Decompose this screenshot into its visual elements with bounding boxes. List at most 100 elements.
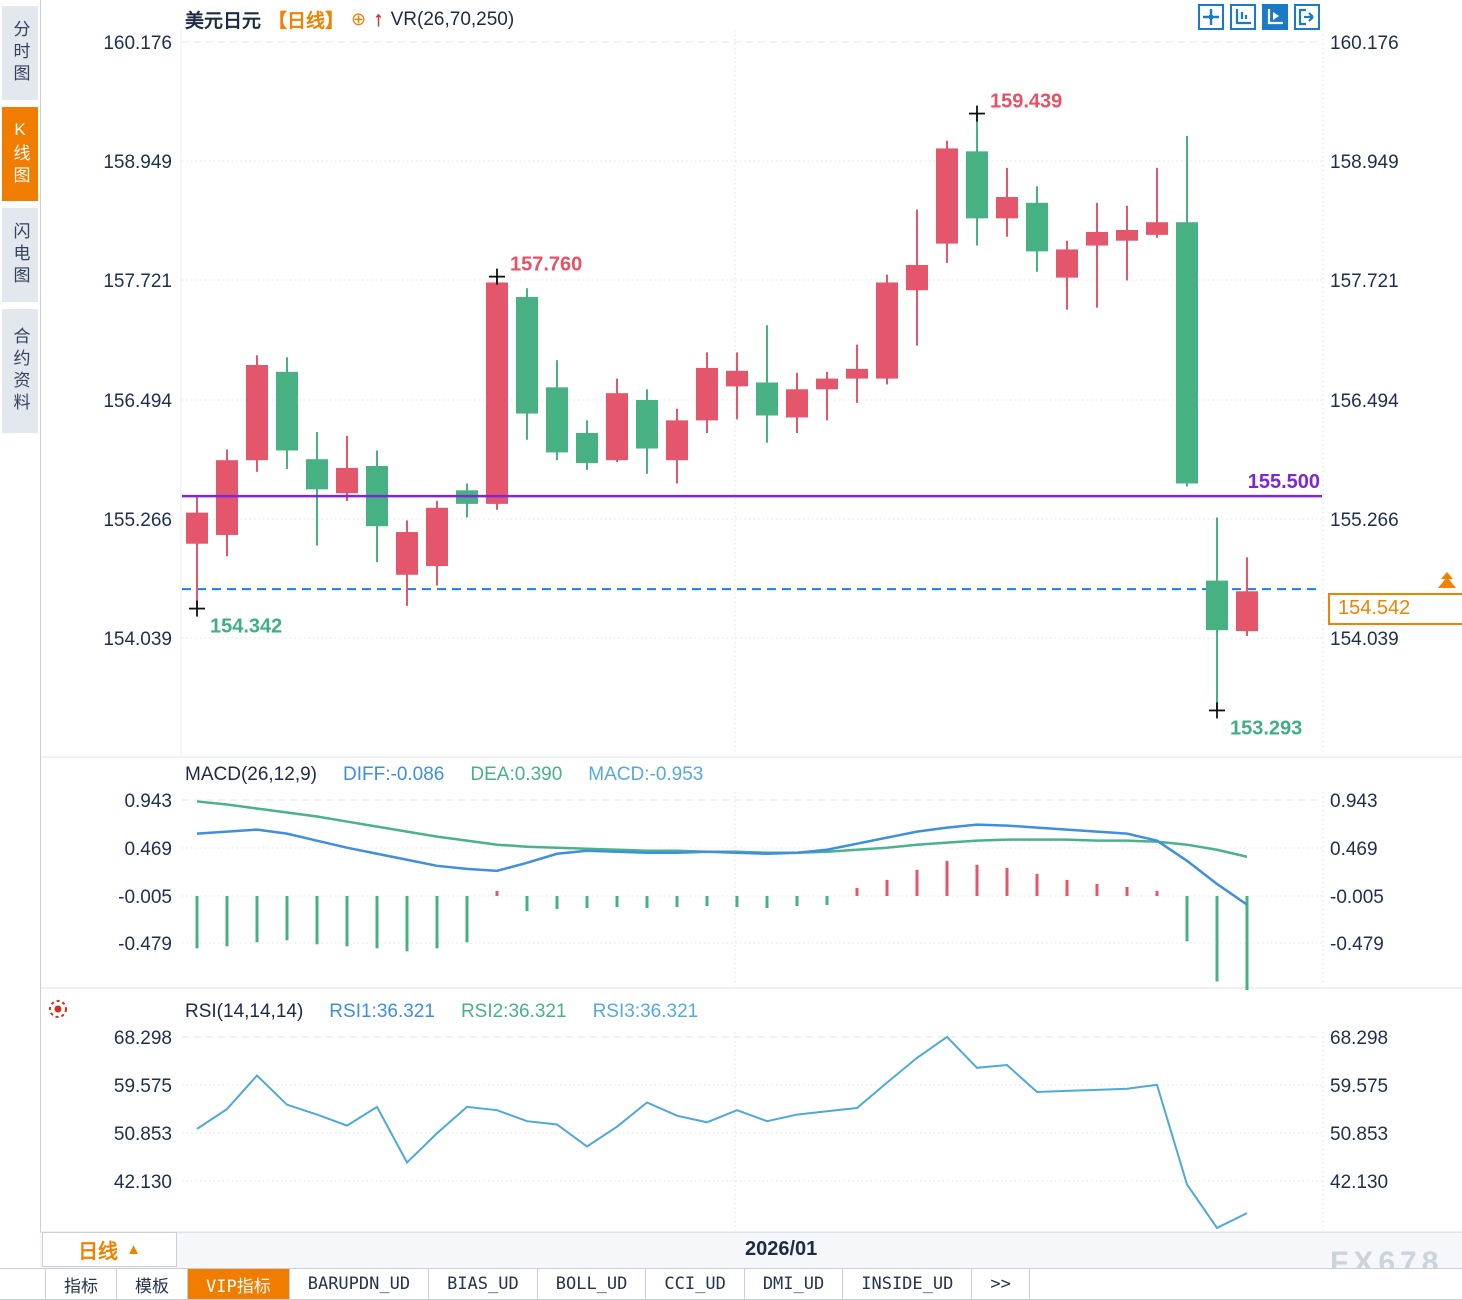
candle-body [336,467,358,494]
sidebar-tab-4[interactable]: 合约资料 [2,309,38,433]
axis-label: 68.298 [1330,1028,1388,1049]
macd-dea-value: DEA:0.390 [470,764,563,785]
candle-body [966,151,988,219]
axis-label: 160.176 [103,33,172,54]
overlay-indicator-label[interactable]: VR(26,70,250) [390,8,515,30]
indicator-tab-6[interactable]: BOLL_UD [538,1269,647,1299]
extreme-price-label: 153.293 [1230,717,1302,739]
indicator-tab-10[interactable]: >> [972,1269,1030,1299]
candle-body [246,365,268,461]
chevron-up-icon: ▲ [126,1241,141,1258]
axis-label: 160.176 [1330,33,1399,54]
candle-body [606,393,628,461]
indicator-tab-2[interactable]: 模板 [117,1269,188,1299]
sidebar-tab-2[interactable]: K线图 [2,107,38,201]
axis-scale-icon [1235,9,1251,25]
symbol-name: 美元日元 [185,11,262,32]
axis-label: 157.721 [103,271,172,292]
axis-label: 59.575 [114,1076,172,1097]
zoom-plus-icon[interactable]: ⊕ [351,9,367,29]
axis-label: 59.575 [1330,1076,1388,1097]
axis-label: 68.298 [114,1028,172,1049]
rsi2-value: RSI2:36.321 [460,1001,567,1022]
candle-body [576,432,598,464]
candle-body [1056,249,1078,278]
rsi-header: RSI(14,14,14) RSI1:36.321 RSI2:36.321 RS… [185,1001,698,1023]
candle-body [636,399,658,449]
left-sidebar: 分时图 K线图闪电图合约资料 [0,0,41,1232]
candle-body [1116,230,1138,241]
rsi-title[interactable]: RSI(14,14,14) [185,1001,304,1022]
axis-label: 156.494 [103,391,172,412]
period-tag[interactable]: 【日线】 [268,11,345,32]
candle-body [546,387,568,453]
indicator-tab-8[interactable]: DMI_UD [745,1269,844,1299]
axis-label: 0.943 [1330,791,1378,812]
rsi1-value: RSI1:36.321 [329,1001,435,1022]
pan-crosshair-icon [1203,9,1219,25]
axis-label: 0.469 [1330,839,1378,860]
candle-body [516,297,538,414]
indicator-tab-1[interactable]: 指标 [45,1269,117,1299]
axis-label: 158.949 [103,152,172,173]
indicator-tab-5[interactable]: BIAS_UD [429,1269,538,1299]
axis-label: 50.853 [1330,1124,1388,1145]
axis-label: 50.853 [114,1124,172,1145]
jump-to-latest-icon[interactable] [1436,571,1458,593]
rsi-line [196,1035,1248,1230]
sidebar-tab-1[interactable]: 分时图 [2,6,38,100]
alarm-sun-icon[interactable] [45,996,71,1022]
candle-body [1086,231,1108,246]
buy-signal-arrow-icon: ↑ [373,7,384,31]
candle-body [786,389,808,418]
candle-body [216,460,238,535]
macd-diff-line [196,823,1248,906]
axis-label: 155.266 [1330,510,1399,531]
candle-body [726,370,748,387]
candle-body [666,420,688,461]
chart-toolbar [1198,4,1320,30]
pan-crosshair-button[interactable] [1198,4,1224,30]
axis-label: -0.005 [118,887,172,908]
axis-label: 154.039 [103,629,172,650]
macd-title[interactable]: MACD(26,12,9) [185,764,317,785]
indicator-tab-4[interactable]: BARUPDN_UD [290,1269,430,1299]
indicator-tab-9[interactable]: INSIDE_UD [843,1269,973,1299]
candle-body [396,532,418,575]
axis-label: 0.943 [124,791,172,812]
indicator-tab-7[interactable]: CCI_UD [646,1269,745,1299]
indicator-tab-3[interactable]: VIP指标 [188,1269,290,1299]
extreme-price-label: 157.760 [510,254,582,276]
period-selector-label: 日线 [78,1241,119,1263]
candle-body [426,507,448,567]
candle-body [306,459,328,490]
exit-right-button[interactable] [1294,4,1320,30]
axis-auto-button[interactable] [1262,4,1288,30]
candle-body [1236,591,1258,632]
axis-label: -0.479 [118,934,172,955]
candle-body [186,512,208,544]
candle-body [936,148,958,244]
rsi3-value: RSI3:36.321 [592,1001,699,1022]
candle-body [486,282,508,504]
axis-scale-button[interactable] [1230,4,1256,30]
axis-label: 42.130 [1330,1172,1388,1193]
candle-body [876,282,898,379]
axis-label: -0.005 [1330,887,1384,908]
axis-label: 0.469 [124,839,172,860]
candle-body [696,367,718,421]
extreme-price-label: 154.342 [210,616,282,638]
candle-body [276,371,298,451]
axis-label: 42.130 [114,1172,172,1193]
macd-header: MACD(26,12,9) DIFF:-0.086 DEA:0.390 MACD… [185,764,703,786]
period-selector-button[interactable]: 日线 ▲ [42,1232,177,1267]
sidebar-tab-3[interactable]: 闪电图 [2,208,38,302]
axis-label: -0.479 [1330,934,1384,955]
date-axis-bar [40,1232,1462,1268]
chart-header: 美元日元 【日线】 ⊕ ↑ VR(26,70,250) [185,6,514,33]
axis-label: 157.721 [1330,271,1399,292]
candle-body [756,382,778,416]
candle-body [816,378,838,390]
